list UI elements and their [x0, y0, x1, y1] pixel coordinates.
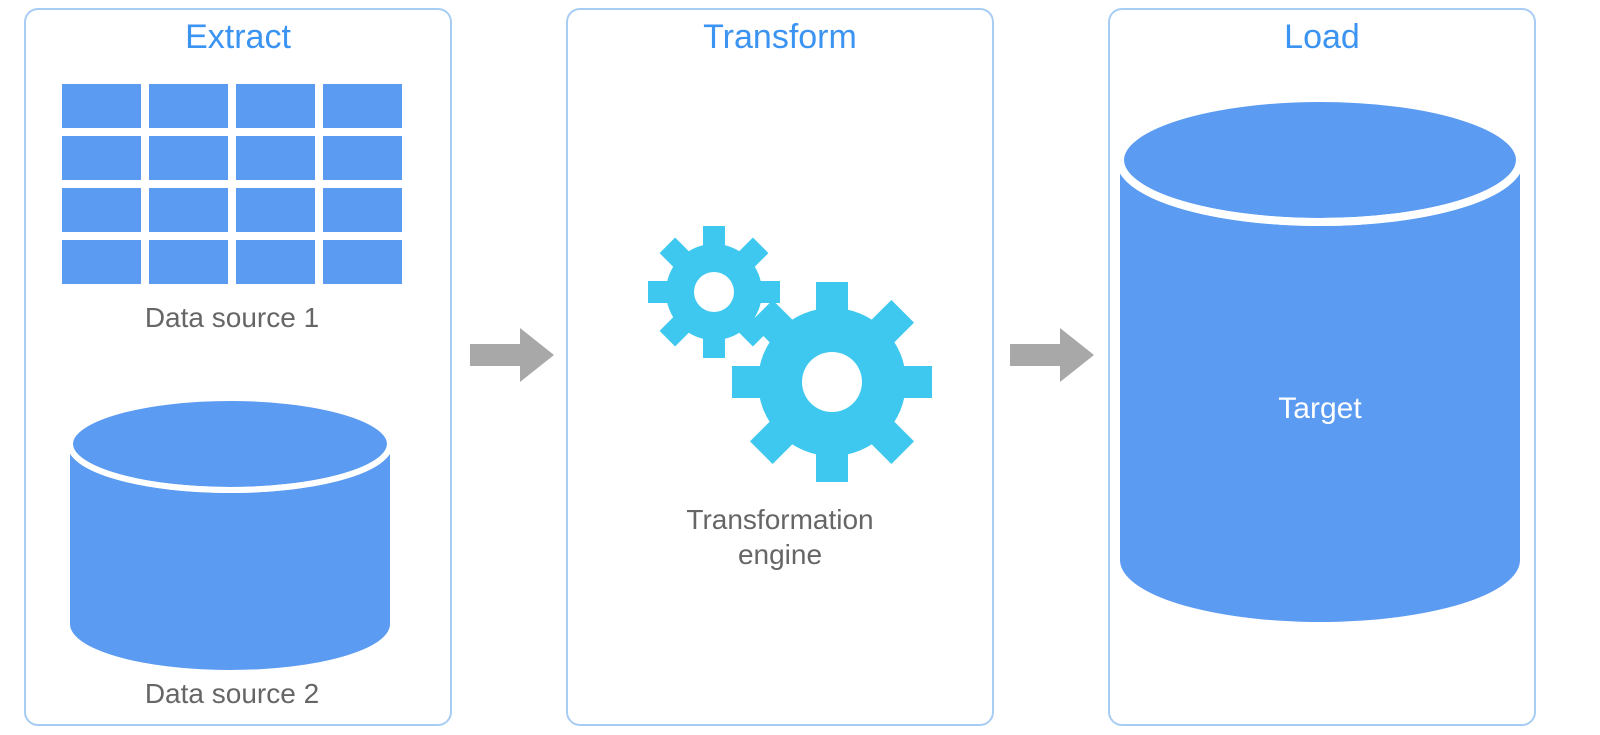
grid-cell [149, 136, 228, 180]
target-label: Target [1120, 392, 1520, 426]
gears-icon [620, 198, 940, 498]
transform-title: Transform [568, 18, 992, 57]
extract-title: Extract [26, 18, 450, 57]
target-cylinder-icon [1120, 98, 1520, 622]
grid-cell [236, 240, 315, 284]
data-source-1-grid [62, 84, 402, 284]
grid-cell [149, 188, 228, 232]
grid-cell [149, 84, 228, 128]
grid-cell [62, 240, 141, 284]
data-source-1-label: Data source 1 [62, 300, 402, 335]
grid-cell [323, 240, 402, 284]
grid-cell [149, 240, 228, 284]
grid-cell [323, 136, 402, 180]
data-source-2-cylinder-icon [70, 398, 390, 670]
grid-cell [62, 188, 141, 232]
data-source-2-label: Data source 2 [62, 676, 402, 711]
load-title: Load [1110, 18, 1534, 57]
grid-cell [62, 84, 141, 128]
grid-cell [323, 84, 402, 128]
grid-cell [62, 136, 141, 180]
transformation-engine-label: Transformation engine [590, 502, 970, 572]
arrow-icon [470, 328, 554, 382]
arrow-icon [1010, 328, 1094, 382]
grid-cell [323, 188, 402, 232]
grid-cell [236, 136, 315, 180]
grid-cell [236, 188, 315, 232]
grid-cell [236, 84, 315, 128]
